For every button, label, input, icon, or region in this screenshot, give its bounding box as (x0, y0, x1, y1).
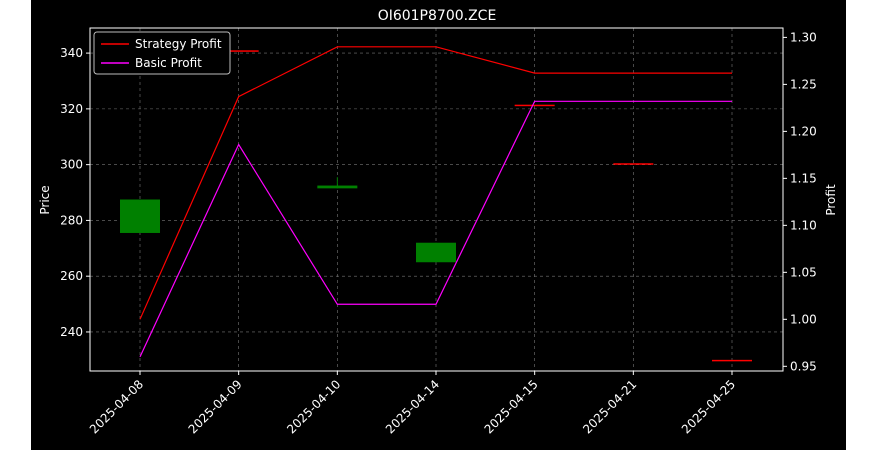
legend: Strategy Profit Basic Profit (93, 31, 231, 75)
line-layer (139, 46, 732, 358)
legend-strategy-label: Strategy Profit (135, 37, 222, 51)
y-tick-label: 240 (60, 325, 83, 339)
y-tick-label: 280 (60, 213, 83, 227)
x-tick-label: 2025-04-10 (284, 377, 343, 436)
x-tick-label: 2025-04-15 (482, 377, 541, 436)
x-tick-label: 2025-04-08 (87, 377, 146, 436)
candle-body (120, 199, 160, 233)
y2-tick-label: 0.95 (790, 359, 817, 373)
x-tick-label: 2025-04-21 (580, 377, 639, 436)
x-tick-label: 2025-04-14 (383, 377, 442, 436)
candle-body (613, 163, 654, 165)
y2-tick-label: 1.20 (790, 124, 817, 138)
candle-body (416, 242, 456, 263)
x-tick-label: 2025-04-09 (186, 377, 245, 436)
y2-tick-label: 1.10 (790, 218, 817, 232)
grid-layer (90, 28, 783, 371)
x-tick-label: 2025-04-25 (679, 377, 738, 436)
candle-body (317, 185, 358, 189)
plot-frame (89, 27, 784, 372)
y2-tick-label: 1.00 (790, 312, 817, 326)
y-tick-label: 300 (60, 158, 83, 172)
candle-body (712, 359, 752, 362)
y2-axis-label: Profit (824, 184, 838, 216)
chart-svg: OI601P8700.ZCE 2025-04-08 2025-04-09 2025-… (38, 8, 838, 436)
y2-tick-label: 1.05 (790, 265, 817, 279)
y2-tick-label: 1.15 (790, 171, 817, 185)
legend-basic-label: Basic Profit (135, 56, 202, 70)
candle-layer (120, 50, 752, 362)
y-tick-label: 320 (60, 102, 83, 116)
y-axis-label: Price (38, 185, 52, 214)
y-tick-label: 340 (60, 46, 83, 60)
strategy-profit-line (139, 46, 732, 320)
chart-title: OI601P8700.ZCE (378, 8, 497, 24)
y-tick-label: 260 (60, 269, 83, 283)
basic-profit-line (139, 100, 732, 358)
candle-body (514, 104, 555, 107)
chart-figure: OI601P8700.ZCE 2025-04-08 2025-04-09 2025-… (31, 0, 846, 450)
axis-layer: 2025-04-08 2025-04-09 2025-04-10 2025-04-14… (60, 30, 817, 436)
candle-body (218, 50, 259, 52)
y2-tick-label: 1.30 (790, 30, 817, 44)
y2-tick-label: 1.25 (790, 77, 817, 91)
